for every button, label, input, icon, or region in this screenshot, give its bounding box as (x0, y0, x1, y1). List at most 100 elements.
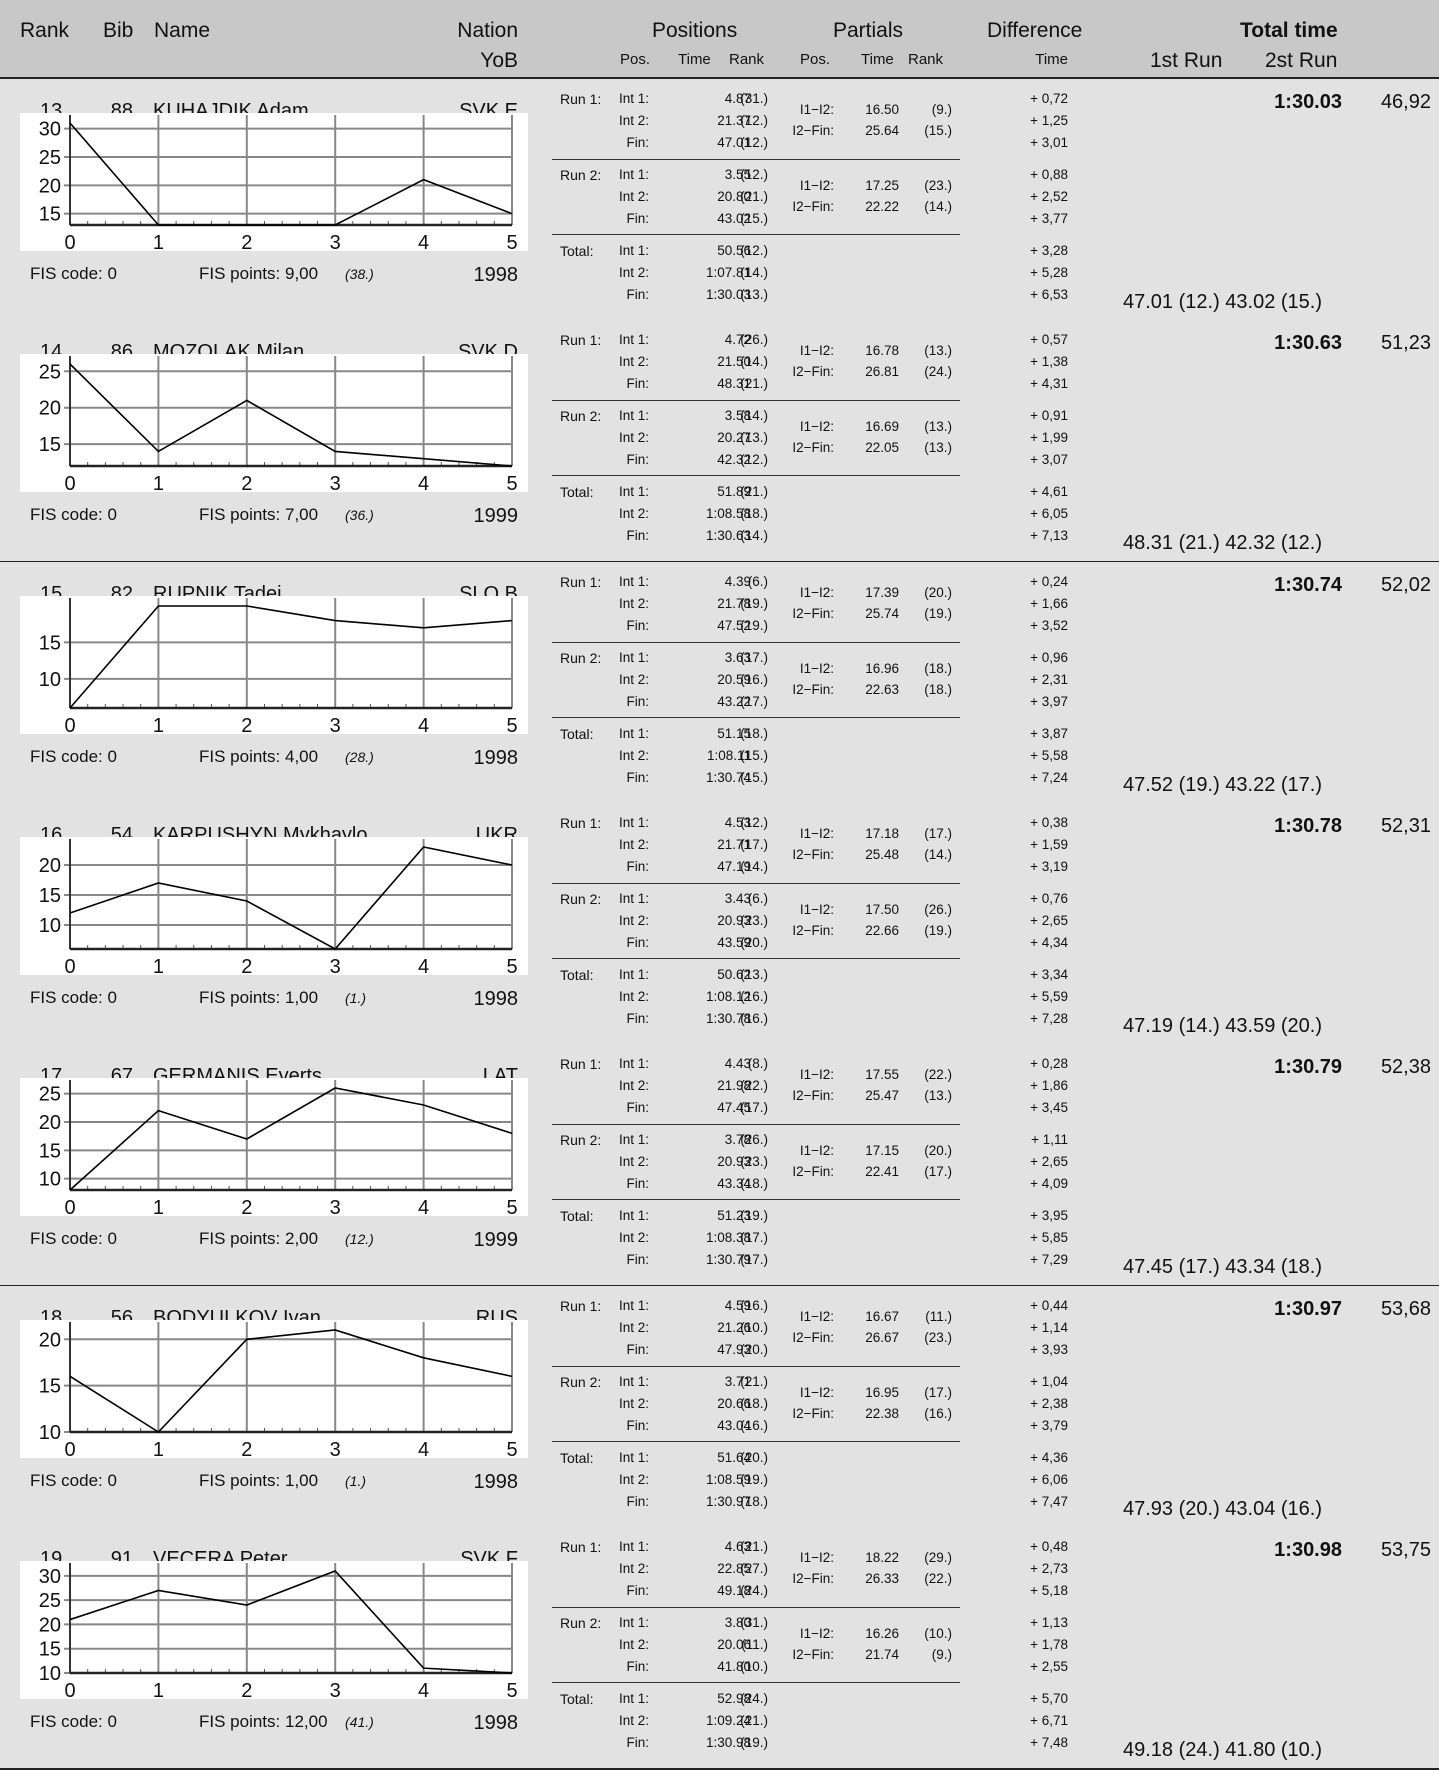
divider (552, 958, 960, 959)
run2-i1i2-label: I1−I2: (800, 420, 834, 434)
x-tick-label: 3 (330, 1680, 341, 1699)
fis-points-value: 7,00 (285, 505, 318, 524)
fis-calculated-points: 46,92 (1381, 92, 1431, 112)
position-chart-svg: 0 1 2 3 4 510152025 (20, 1078, 528, 1216)
run2-int1-label: Int 1: (619, 1616, 649, 1630)
run2-fin-label: Fin: (626, 1419, 649, 1433)
run2-label: Run 2: (560, 1133, 601, 1147)
run1-i2fin-rank: (14.) (912, 848, 952, 862)
run2-int1-label: Int 1: (619, 651, 649, 665)
run2-fin-label: Fin: (626, 936, 649, 950)
fis-code: FIS code: 0 (30, 265, 117, 282)
x-tick-label: 2 (241, 232, 252, 251)
run2-fin-diff: + 3,97 (1030, 695, 1068, 709)
x-tick-label: 5 (506, 473, 517, 492)
run2-fin-rank: (16.) (732, 1419, 768, 1433)
run1-int2-diff: + 1,86 (1030, 1079, 1068, 1093)
y-tick-label: 10 (39, 1422, 61, 1444)
run2-i2fin-label: I2−Fin: (792, 441, 834, 455)
run2-i2fin-label: I2−Fin: (792, 1165, 834, 1179)
competitor-yob: 1999 (474, 506, 519, 526)
run1-int1-diff: + 0,48 (1030, 1540, 1068, 1554)
total-int2-label: Int 2: (619, 1473, 649, 1487)
run2-int1-diff: + 0,76 (1030, 892, 1068, 906)
run2-fin-diff: + 3,07 (1030, 453, 1068, 467)
run1-i2fin-rank: (24.) (912, 365, 952, 379)
run2-int2-diff: + 2,38 (1030, 1397, 1068, 1411)
competitor-yob: 1998 (474, 1472, 519, 1492)
run2-int1-diff: + 0,88 (1030, 168, 1068, 182)
run2-fin-rank: (17.) (732, 695, 768, 709)
x-tick-label: 2 (241, 715, 252, 734)
position-chart-svg: 0 1 2 3 4 5101520 (20, 837, 528, 975)
run2-int2-rank: (21.) (732, 190, 768, 204)
x-tick-label: 0 (64, 1680, 75, 1699)
run2-int1-rank: (14.) (732, 409, 768, 423)
run1-i2fin-time: 25.48 (865, 848, 899, 862)
x-tick-label: 0 (64, 1197, 75, 1216)
run2-int2-diff: + 2,65 (1030, 914, 1068, 928)
run2-i2fin-label: I2−Fin: (792, 1648, 834, 1662)
run2-int1-diff: + 0,96 (1030, 651, 1068, 665)
total-int1-rank: (21.) (732, 485, 768, 499)
run1-int1-diff: + 0,28 (1030, 1057, 1068, 1071)
run2-label: Run 2: (560, 1375, 601, 1389)
run2-int1-diff: + 1,11 (1031, 1133, 1068, 1147)
y-tick-label: 10 (39, 915, 61, 937)
header-yob: YoB (480, 50, 518, 71)
total-label: Total: (560, 1209, 593, 1223)
divider (552, 159, 960, 160)
y-tick-label: 20 (39, 1614, 61, 1636)
run1-int1-rank: (8.) (732, 1057, 768, 1071)
fis-points-label: FIS points: (199, 747, 285, 766)
total-int2-diff: + 5,59 (1030, 990, 1068, 1004)
y-tick-label: 20 (39, 175, 61, 197)
total-fin-label: Fin: (626, 1012, 649, 1026)
total-time: 1:30.97 (1274, 1299, 1342, 1319)
run1-int1-rank: (6.) (732, 575, 768, 589)
fis-code: FIS code: 0 (30, 989, 117, 1006)
fis-points-value: 2,00 (285, 1229, 318, 1248)
header-first-run: 1st Run (1150, 50, 1222, 71)
total-fin-label: Fin: (626, 1253, 649, 1267)
x-tick-label: 3 (330, 1197, 341, 1216)
x-tick-label: 4 (418, 232, 429, 251)
run1-int2-label: Int 2: (619, 114, 649, 128)
run1-i2fin-label: I2−Fin: (792, 1331, 834, 1345)
fis-points-value: 4,00 (285, 747, 318, 766)
run1-i1i2-time: 16.78 (865, 344, 899, 358)
run2-i1i2-label: I1−I2: (800, 1386, 834, 1400)
run1-i1i2-rank: (9.) (912, 103, 952, 117)
total-time: 1:30.78 (1274, 816, 1342, 836)
divider (552, 1441, 960, 1442)
run2-int1-diff: + 0,91 (1030, 409, 1068, 423)
run2-int1-rank: (12.) (732, 168, 768, 182)
run2-fin-diff: + 4,09 (1030, 1177, 1068, 1191)
fis-points-label: FIS points: (199, 505, 285, 524)
total-fin-rank: (18.) (732, 1495, 768, 1509)
y-tick-label: 15 (39, 204, 61, 226)
header-rank-sub: Rank (729, 52, 764, 67)
position-chart: 0 1 2 3 4 5 15 20 25 30 (20, 113, 528, 251)
run2-int1-label: Int 1: (619, 1375, 649, 1389)
run1-i2fin-time: 26.67 (865, 1331, 899, 1345)
x-tick-label: 3 (330, 473, 341, 492)
run2-int2-label: Int 2: (619, 431, 649, 445)
x-tick-label: 3 (330, 715, 341, 734)
run1-int2-rank: (27.) (732, 1562, 768, 1576)
x-tick-label: 1 (153, 956, 164, 975)
run1-fin-diff: + 5,18 (1030, 1584, 1068, 1598)
total-fin-diff: + 7,28 (1030, 1012, 1068, 1026)
total-int1-diff: + 3,28 (1030, 244, 1068, 258)
position-chart: 0 1 2 3 4 5 10 15 20 (20, 1320, 528, 1458)
header-positions: Positions (652, 20, 737, 41)
run1-i2fin-label: I2−Fin: (792, 365, 834, 379)
run1-label: Run 1: (560, 575, 601, 589)
run2-int2-rank: (16.) (732, 673, 768, 687)
run2-i2fin-time: 22.63 (865, 683, 899, 697)
fis-points: FIS points: 1,00 (199, 989, 318, 1006)
results-header: Rank Bib Name Nation YoB Positions Parti… (0, 0, 1439, 79)
run1-i2fin-rank: (22.) (912, 1572, 952, 1586)
run1-i2fin-time: 25.74 (865, 607, 899, 621)
total-label: Total: (560, 485, 593, 499)
